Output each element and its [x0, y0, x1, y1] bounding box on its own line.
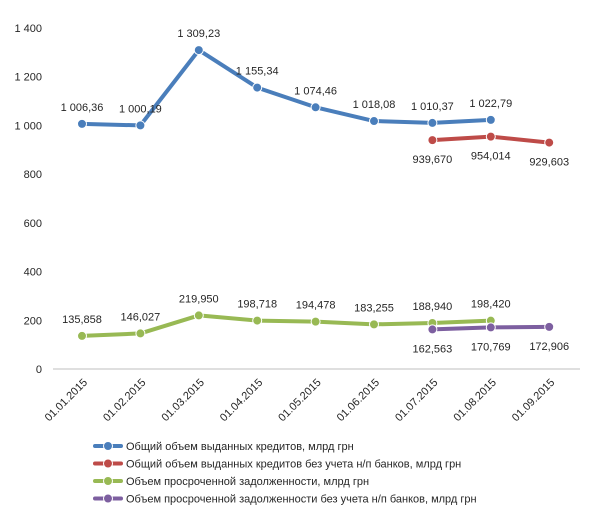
data-point	[544, 137, 555, 148]
data-label: 929,603	[529, 157, 569, 169]
data-label: 198,718	[237, 299, 277, 311]
data-label: 194,478	[296, 300, 336, 312]
data-label: 1 155,34	[236, 66, 279, 78]
data-label: 135,858	[62, 314, 102, 326]
data-point	[135, 328, 146, 339]
x-tick-label: 01.07.2015	[393, 377, 440, 424]
x-tick-label: 01.09.2015	[510, 377, 557, 424]
x-tick-label: 01.04.2015	[218, 377, 265, 424]
data-label: 1 074,46	[294, 85, 337, 97]
data-point	[77, 118, 87, 129]
y-tick-label: 200	[24, 315, 42, 327]
y-tick-label: 400	[24, 267, 42, 279]
legend-marker	[103, 493, 113, 504]
y-axis: 0 200 400 600 800 1 000 1 200 1 400	[14, 23, 42, 376]
legend-marker	[103, 441, 113, 451]
x-tick-label: 01.03.2015	[160, 377, 207, 424]
y-tick-label: 1 200	[14, 72, 42, 84]
data-point	[252, 315, 263, 326]
series-line	[80, 48, 493, 128]
data-point	[193, 310, 204, 321]
data-label: 219,950	[179, 293, 219, 305]
data-label: 172,906	[529, 341, 569, 353]
data-point	[427, 324, 438, 335]
data-point	[252, 82, 263, 93]
legend: Общий объем выданных кредитов, млрд грн О…	[93, 441, 477, 506]
data-label: 162,563	[413, 343, 453, 355]
data-label: 1 018,08	[353, 99, 396, 111]
legend-label: Объем просроченной задолженности без уче…	[126, 494, 477, 506]
data-point	[544, 321, 555, 332]
x-tick-label: 01.01.2015	[43, 377, 90, 424]
data-point	[193, 45, 204, 56]
legend-label: Общий объем выданных кредитов, млрд грн	[126, 441, 354, 453]
data-point	[485, 131, 496, 142]
data-point	[310, 316, 321, 327]
y-tick-label: 600	[24, 218, 42, 230]
legend-label: Объем просроченной задолженности, млрд г…	[126, 476, 369, 488]
data-point	[310, 102, 321, 113]
x-tick-label: 01.08.2015	[452, 377, 499, 424]
data-label: 183,255	[354, 302, 394, 314]
y-tick-label: 800	[24, 169, 42, 181]
series-lines	[77, 45, 555, 341]
x-tick-label: 01.05.2015	[276, 377, 323, 424]
data-label: 939,670	[413, 154, 453, 166]
data-label: 146,027	[121, 311, 161, 323]
series-line	[80, 313, 493, 338]
data-point	[427, 117, 438, 128]
data-label: 198,420	[471, 299, 511, 311]
data-label: 188,940	[413, 301, 453, 313]
data-label: 1 006,36	[61, 102, 104, 114]
data-label: 1 309,23	[177, 28, 220, 40]
x-tick-label: 01.02.2015	[101, 377, 148, 424]
data-point	[427, 135, 438, 146]
data-label: 1 010,37	[411, 101, 454, 113]
data-label: 1 022,79	[469, 98, 512, 110]
data-point	[369, 116, 379, 127]
legend-label: Общий объем выданных кредитов без учета …	[126, 459, 461, 471]
legend-marker	[103, 458, 113, 469]
x-axis: 01.01.2015 01.02.2015 01.03.2015 01.04.2015…	[43, 368, 580, 424]
data-labels: 1 006,36 1 000,19 1 309,23 1 155,34 1 074,46…	[61, 28, 569, 355]
data-label: 170,769	[471, 341, 511, 353]
y-tick-label: 0	[36, 364, 42, 376]
y-tick-label: 1 400	[14, 23, 42, 35]
data-label: 954,014	[471, 151, 511, 163]
data-point	[485, 114, 496, 125]
data-point	[485, 322, 496, 333]
x-tick-label: 01.06.2015	[335, 377, 382, 424]
data-point	[135, 120, 146, 131]
data-point	[77, 330, 87, 341]
legend-marker	[103, 476, 113, 486]
data-label: 1 000,19	[119, 103, 162, 115]
data-point	[369, 319, 379, 330]
y-tick-label: 1 000	[14, 120, 42, 132]
